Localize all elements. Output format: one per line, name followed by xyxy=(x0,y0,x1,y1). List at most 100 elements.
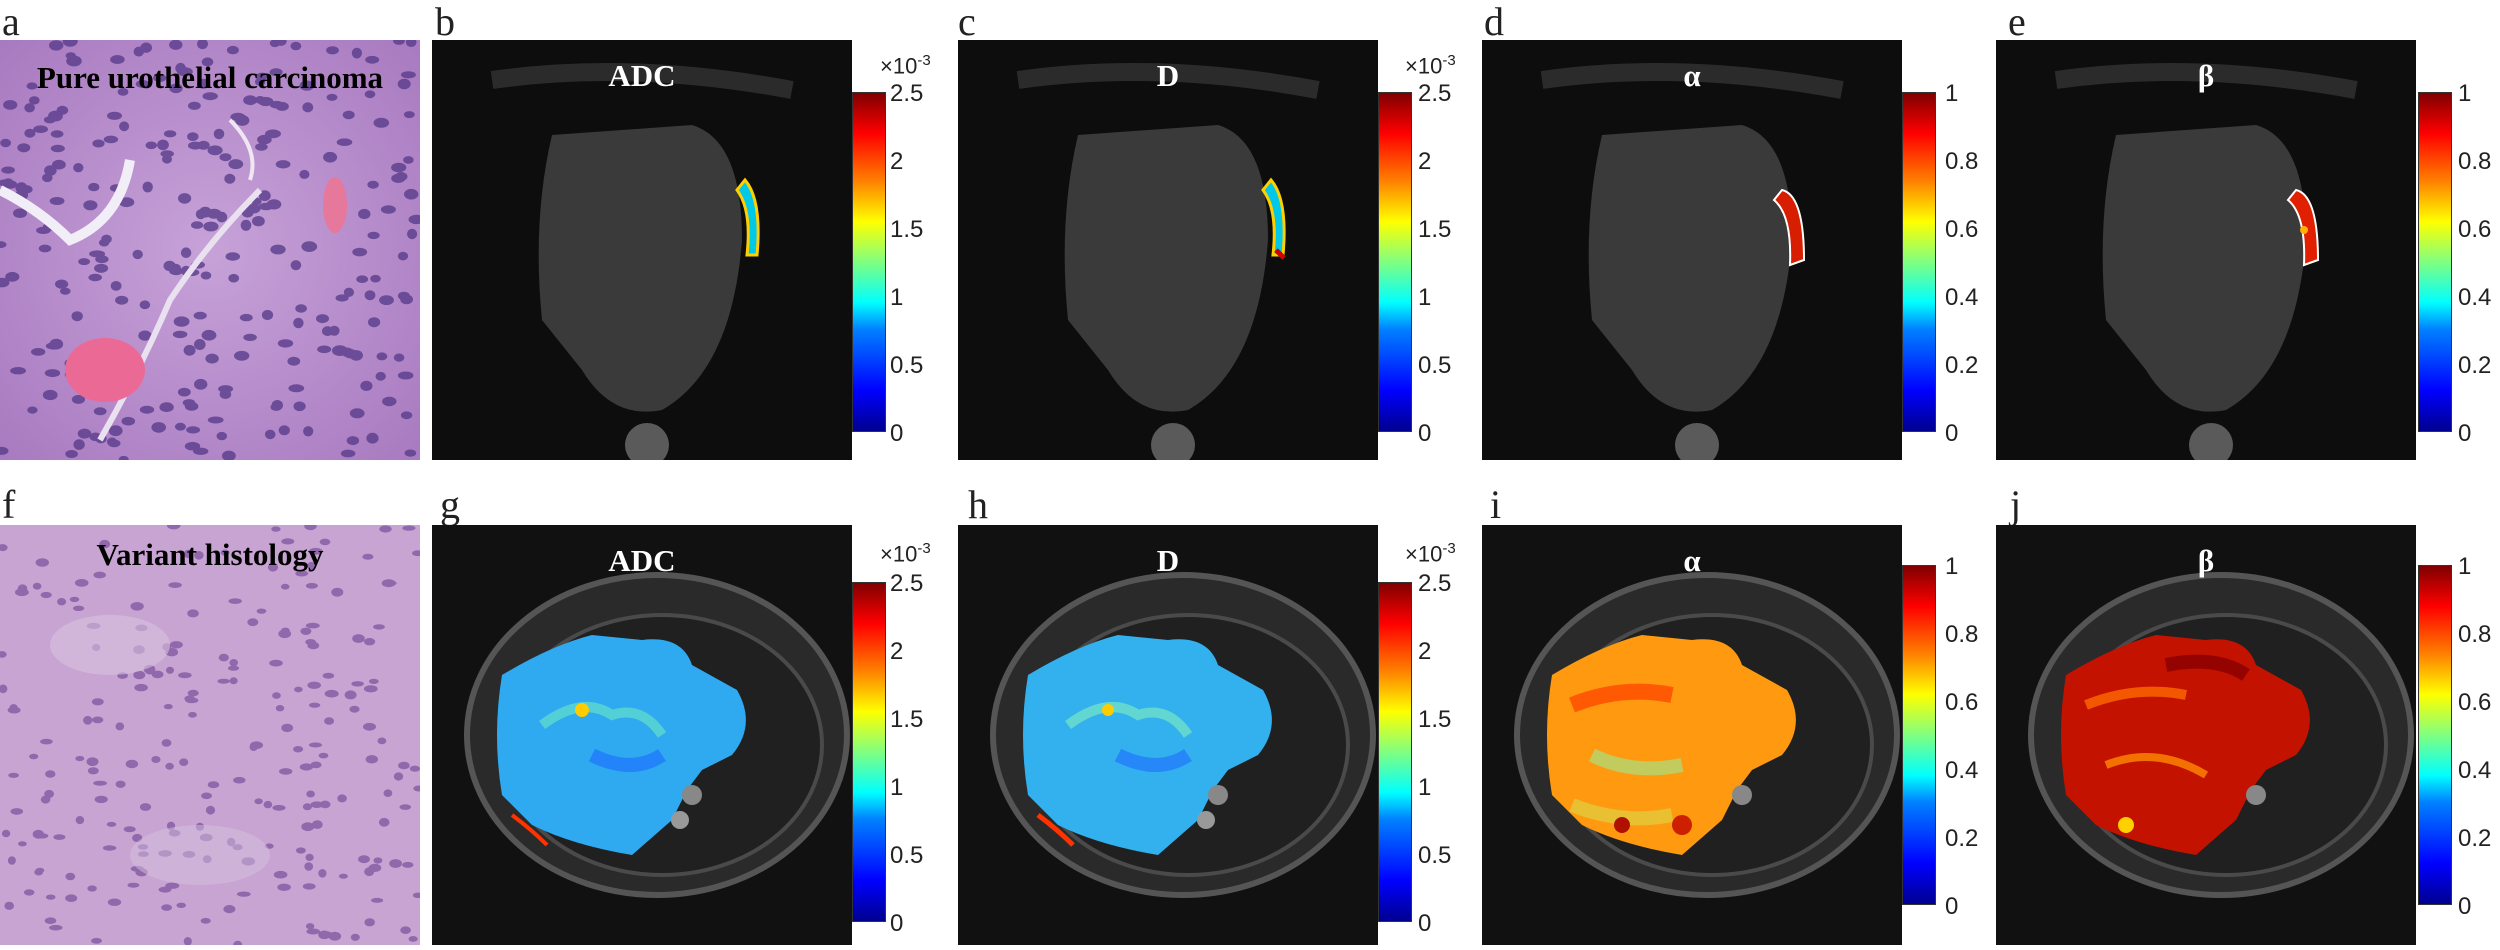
nucleus xyxy=(223,905,236,914)
nucleus xyxy=(40,795,51,804)
tick-d-bottom-0: 2.5 xyxy=(1418,570,1452,597)
nucleus xyxy=(207,416,224,424)
tick-beta-bottom-5: 0 xyxy=(2458,893,2472,920)
tick-alpha-bottom-3: 0.4 xyxy=(1945,757,1979,784)
nucleus xyxy=(60,287,71,295)
colorbar-adc-bottom xyxy=(852,582,886,922)
nucleus xyxy=(363,685,378,693)
nucleus xyxy=(38,244,52,253)
nucleus xyxy=(352,247,368,257)
nucleus xyxy=(249,743,258,751)
nucleus xyxy=(373,857,383,864)
nucleus xyxy=(326,93,338,101)
nucleus xyxy=(185,697,199,704)
nucleus xyxy=(236,891,251,897)
nucleus xyxy=(252,216,265,227)
tick-adc-top-1: 2 xyxy=(890,148,904,175)
nucleus xyxy=(405,40,417,47)
nucleus xyxy=(305,622,320,629)
nucleus xyxy=(349,408,365,419)
nucleus xyxy=(265,129,281,139)
nucleus xyxy=(202,92,218,101)
tick-d-top-0: 2.5 xyxy=(1418,80,1452,107)
nucleus xyxy=(200,271,212,280)
nucleus xyxy=(13,208,27,218)
tick-beta-top-5: 0 xyxy=(2458,420,2472,447)
panel-letter-h: h xyxy=(968,482,988,527)
nucleus xyxy=(365,55,380,64)
nucleus xyxy=(305,923,315,930)
nucleus xyxy=(412,892,420,899)
nucleus xyxy=(24,128,36,138)
nucleus xyxy=(217,678,230,684)
nucleus xyxy=(254,798,263,805)
nucleus xyxy=(93,780,107,786)
nucleus xyxy=(180,247,192,258)
nucleus xyxy=(233,940,243,945)
nucleus xyxy=(168,582,182,588)
tick-beta-bottom-3: 0.4 xyxy=(2458,757,2492,784)
nucleus xyxy=(78,258,90,266)
tick-alpha-top-0: 1 xyxy=(1945,80,1959,107)
panel-letter-g: g xyxy=(440,482,460,527)
panel-letter-d: d xyxy=(1484,0,1504,44)
nucleus xyxy=(308,742,323,748)
mri-title-adc-top: ADC xyxy=(608,58,676,93)
nucleus xyxy=(65,872,76,881)
nucleus xyxy=(0,241,7,249)
mri-alpha-top: α xyxy=(1482,40,1902,460)
nucleus xyxy=(400,71,416,79)
nucleus xyxy=(302,102,314,113)
nucleus xyxy=(119,121,130,132)
panel-letter-b: b xyxy=(435,0,455,44)
nucleus xyxy=(91,937,102,944)
nucleus xyxy=(224,173,236,184)
histology-title-variant: Variant histology xyxy=(96,537,324,572)
nucleus xyxy=(115,780,126,788)
nucleus xyxy=(391,173,406,183)
nucleus xyxy=(160,150,174,158)
nucleus xyxy=(254,77,266,86)
nucleus xyxy=(83,200,98,211)
nucleus xyxy=(317,345,332,354)
nucleus xyxy=(62,40,78,47)
tick-beta-top-0: 1 xyxy=(2458,80,2472,107)
nucleus xyxy=(296,847,306,854)
nucleus xyxy=(397,371,414,380)
tick-adc-bottom-5: 0 xyxy=(890,910,904,937)
nucleus xyxy=(293,401,306,412)
nucleus xyxy=(218,653,229,662)
nucleus xyxy=(306,790,315,798)
nucleus xyxy=(42,389,58,401)
nucleus xyxy=(0,684,8,694)
nucleus xyxy=(364,638,376,646)
nucleus xyxy=(161,904,173,911)
nucleus xyxy=(367,231,380,240)
colorbar-beta-top xyxy=(2418,92,2452,432)
nucleus xyxy=(326,46,339,55)
nucleus xyxy=(175,62,186,74)
nucleus xyxy=(308,547,323,555)
mri-title-beta-top: β xyxy=(2197,58,2215,93)
nucleus xyxy=(258,202,274,211)
nucleus xyxy=(381,579,396,588)
nucleus xyxy=(98,239,110,247)
mri-d-bottom: D xyxy=(958,525,1378,945)
nucleus xyxy=(94,795,108,804)
nucleus xyxy=(17,584,28,593)
colorbar-alpha-bottom xyxy=(1902,565,1936,905)
nucleus xyxy=(163,703,173,710)
nucleus xyxy=(65,52,77,60)
nucleus xyxy=(301,822,315,832)
nucleus xyxy=(7,856,16,865)
nucleus xyxy=(166,666,174,674)
nucleus xyxy=(397,251,409,261)
nucleus xyxy=(308,702,321,708)
nucleus xyxy=(139,300,151,310)
nucleus xyxy=(77,428,92,439)
nucleus xyxy=(270,244,286,255)
nucleus xyxy=(228,598,242,604)
nucleus xyxy=(269,100,284,109)
nucleus xyxy=(380,205,396,214)
nucleus xyxy=(166,525,181,530)
